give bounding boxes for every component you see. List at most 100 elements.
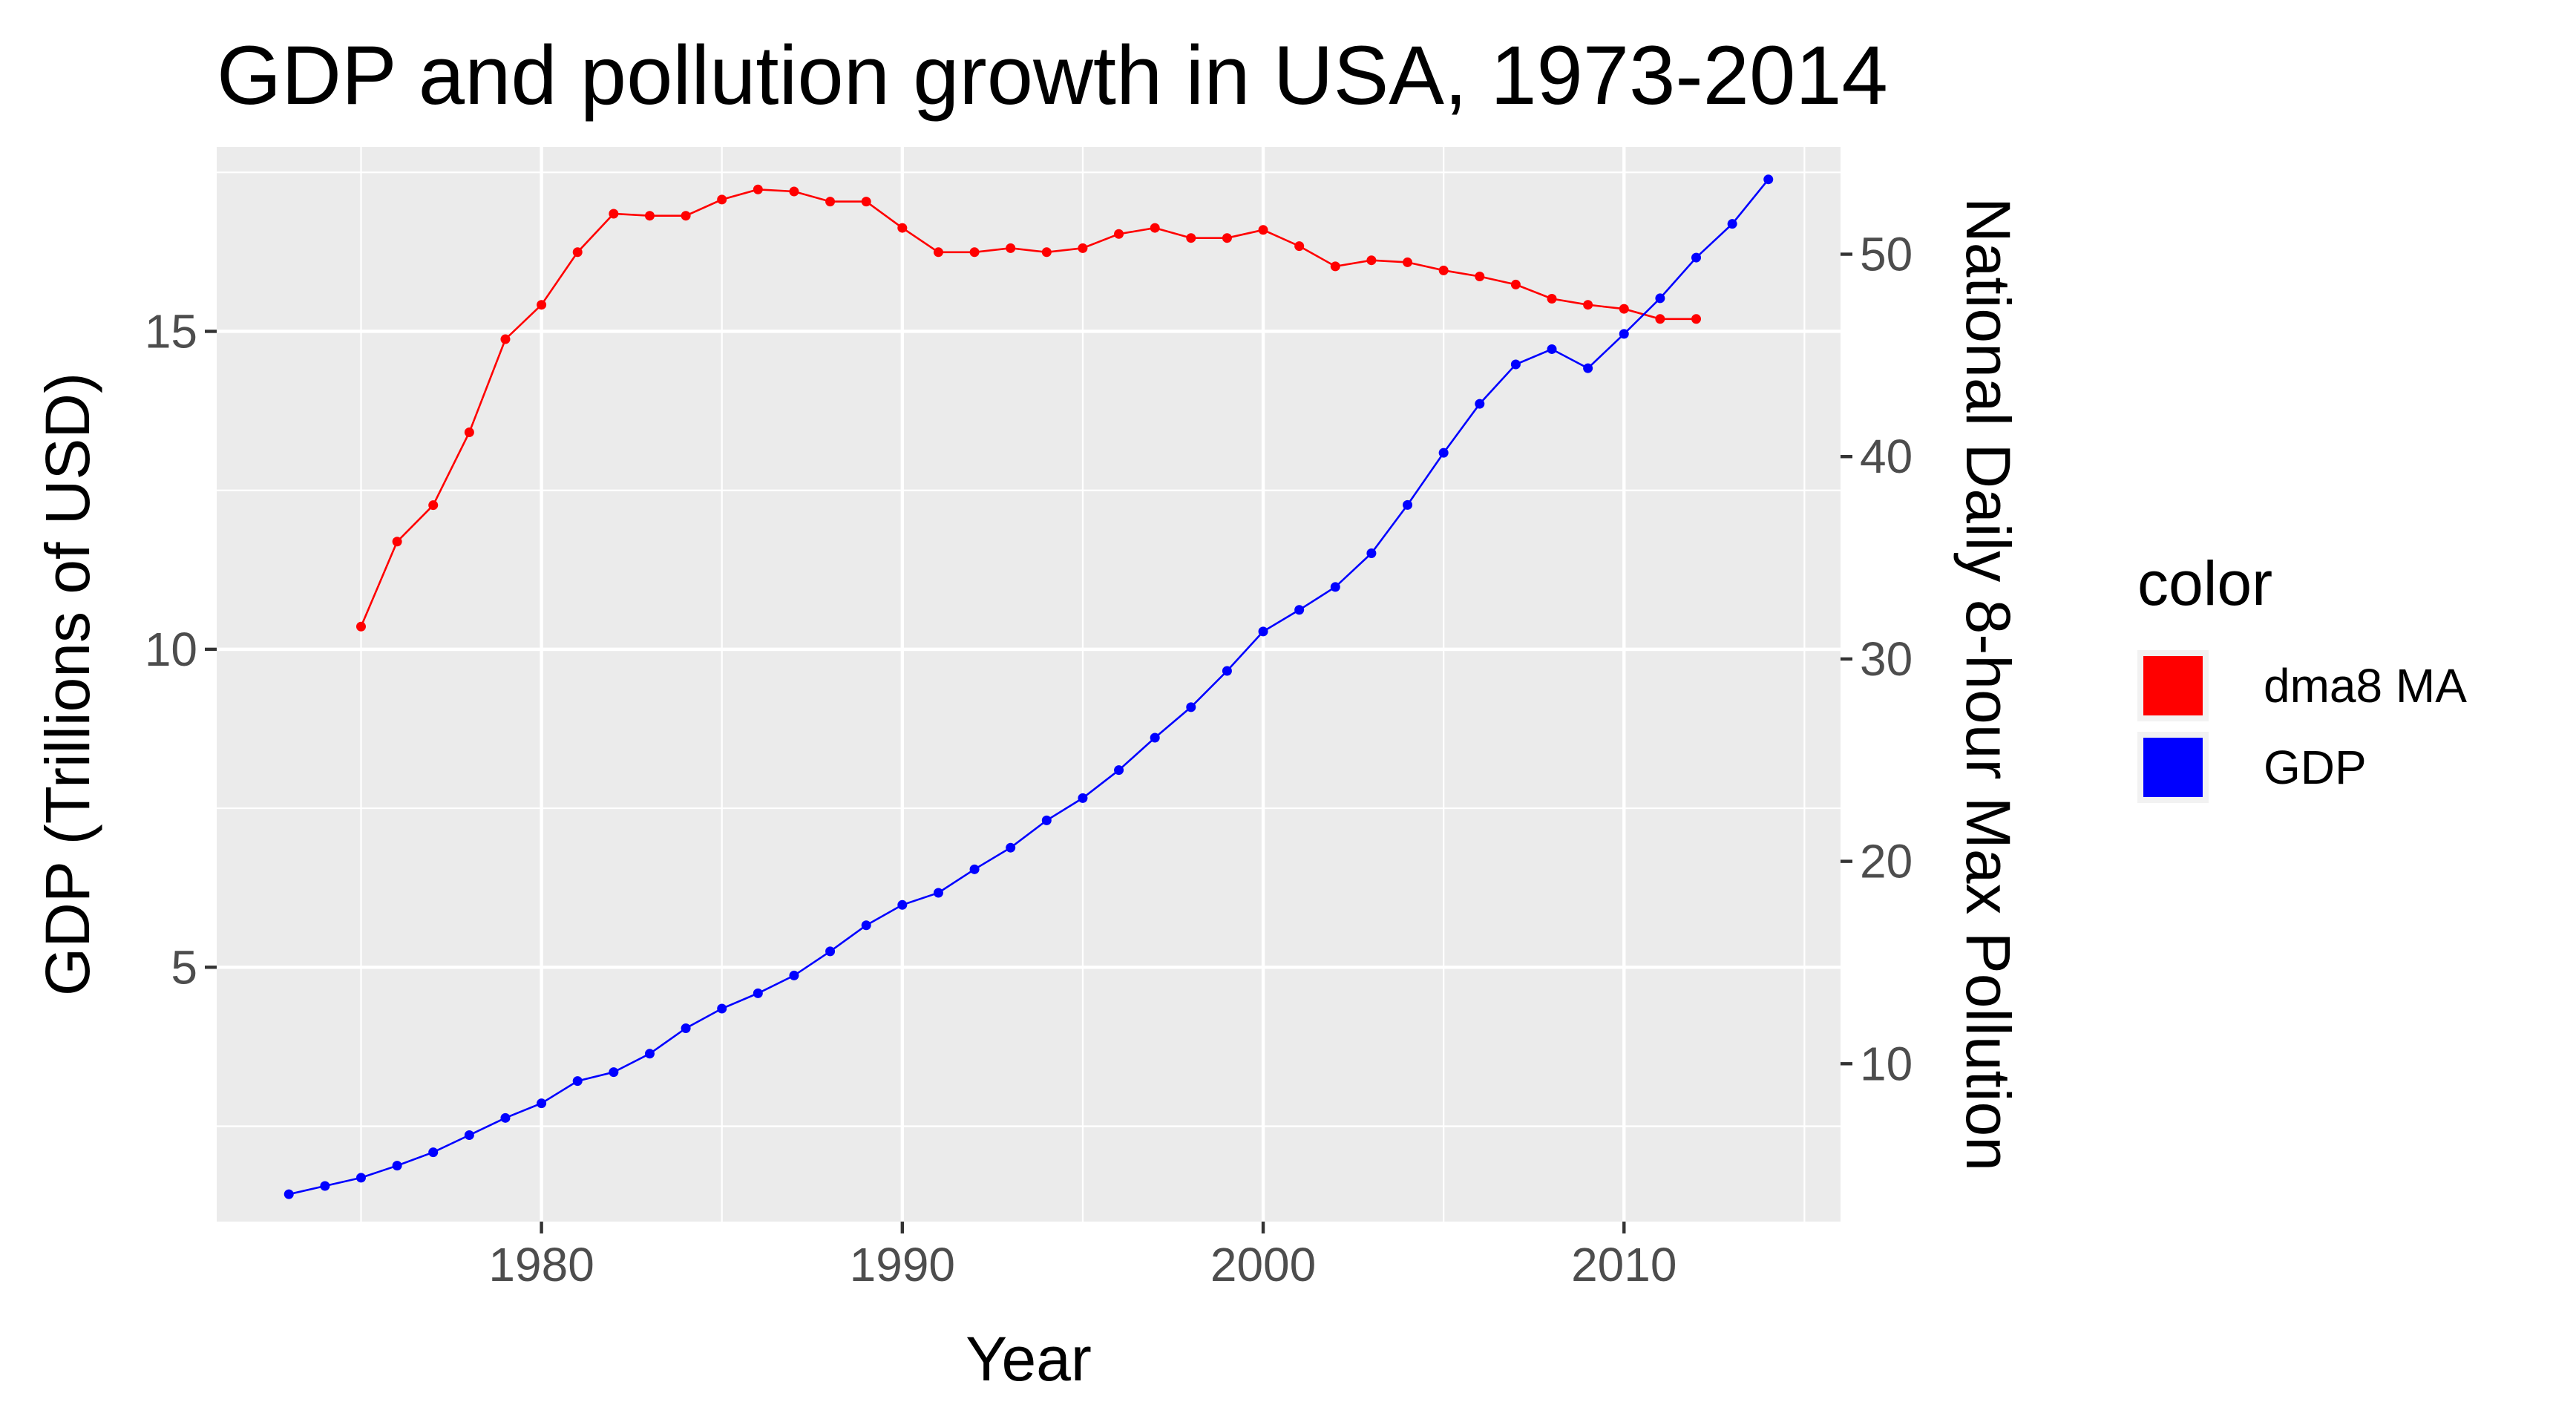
y-tick-label: 15 xyxy=(145,304,197,358)
data-point-dma8-ma xyxy=(428,500,439,511)
y2-tick-label: 20 xyxy=(1860,835,1913,888)
data-point-gdp xyxy=(320,1181,330,1191)
data-point-dma8-ma xyxy=(500,334,511,344)
data-point-dma8-ma xyxy=(1438,265,1449,275)
data-point-dma8-ma xyxy=(825,197,836,207)
y2-tick-label: 40 xyxy=(1860,430,1913,483)
data-point-gdp xyxy=(1294,605,1305,615)
x-tick-label: 1990 xyxy=(850,1238,955,1291)
data-point-gdp xyxy=(355,1173,366,1183)
data-point-dma8-ma xyxy=(753,184,763,194)
data-point-dma8-ma xyxy=(355,621,366,632)
data-point-gdp xyxy=(284,1189,294,1199)
data-point-dma8-ma xyxy=(1366,255,1377,266)
data-point-dma8-ma xyxy=(1186,233,1196,243)
data-point-dma8-ma xyxy=(644,211,655,221)
series-line-gdp xyxy=(288,178,1769,1196)
data-point-dma8-ma xyxy=(789,186,799,197)
data-point-gdp xyxy=(1691,252,1702,263)
data-point-dma8-ma xyxy=(1403,257,1413,267)
data-point-dma8-ma xyxy=(1294,241,1305,252)
x-tick-label: 1980 xyxy=(488,1238,594,1291)
data-point-dma8-ma xyxy=(717,194,727,205)
data-point-dma8-ma xyxy=(861,197,871,207)
data-point-gdp xyxy=(897,899,908,910)
y-tick-label: 10 xyxy=(145,623,197,676)
data-point-dma8-ma xyxy=(1691,314,1702,324)
data-point-dma8-ma xyxy=(1619,304,1629,314)
data-point-dma8-ma xyxy=(1475,272,1485,282)
data-point-gdp xyxy=(428,1147,439,1158)
chart-title: GDP and pollution growth in USA, 1973-20… xyxy=(217,29,1888,122)
data-point-gdp xyxy=(933,888,943,898)
y2-tick-label: 50 xyxy=(1860,228,1913,281)
x-axis: 1980 1990 2000 2010 xyxy=(488,1222,1677,1291)
series-line-dma8-ma xyxy=(360,188,1697,627)
data-point-dma8-ma xyxy=(392,537,402,547)
data-point-gdp xyxy=(1366,548,1377,558)
data-point-gdp xyxy=(1438,448,1449,458)
data-point-dma8-ma xyxy=(1078,243,1088,253)
data-point-gdp xyxy=(753,988,763,998)
x-tick-label: 2010 xyxy=(1571,1238,1677,1291)
data-point-gdp xyxy=(392,1161,402,1171)
legend: color dma8 MA GDP xyxy=(2137,548,2467,803)
data-point-gdp xyxy=(1547,344,1557,354)
data-point-dma8-ma xyxy=(1041,247,1052,258)
y2-tick-label: 30 xyxy=(1860,632,1913,686)
plot-panel xyxy=(217,147,1841,1222)
data-point-gdp xyxy=(1114,765,1124,776)
data-point-gdp xyxy=(681,1023,691,1034)
data-point-gdp xyxy=(1222,666,1232,676)
y-axis-left: 5 10 15 xyxy=(145,304,217,994)
data-point-dma8-ma xyxy=(1114,229,1124,239)
data-point-gdp xyxy=(1258,626,1268,637)
legend-label-dma8-ma: dma8 MA xyxy=(2264,659,2467,712)
data-point-gdp xyxy=(1510,359,1521,370)
data-point-gdp xyxy=(1727,219,1737,229)
data-point-gdp xyxy=(1186,702,1196,712)
y2-tick-label: 10 xyxy=(1860,1037,1913,1090)
data-point-dma8-ma xyxy=(537,300,547,310)
legend-title: color xyxy=(2137,548,2272,618)
data-point-dma8-ma xyxy=(681,211,691,221)
data-point-gdp xyxy=(609,1067,619,1078)
data-point-dma8-ma xyxy=(1655,314,1665,324)
data-point-dma8-ma xyxy=(1330,261,1340,272)
data-point-dma8-ma xyxy=(1547,294,1557,304)
series-layer xyxy=(284,174,1774,1199)
data-point-gdp xyxy=(825,946,836,957)
data-point-dma8-ma xyxy=(1222,233,1232,243)
data-point-dma8-ma xyxy=(572,247,583,258)
data-point-gdp xyxy=(861,920,871,931)
data-point-dma8-ma xyxy=(1150,223,1160,233)
data-point-dma8-ma xyxy=(1006,243,1016,253)
x-tick-label: 2000 xyxy=(1210,1238,1316,1291)
data-point-gdp xyxy=(464,1130,474,1140)
data-point-dma8-ma xyxy=(609,209,619,219)
grid-major xyxy=(217,147,1841,1222)
data-point-gdp xyxy=(1403,499,1413,510)
data-point-dma8-ma xyxy=(1510,279,1521,289)
data-point-gdp xyxy=(1150,733,1160,743)
data-point-gdp xyxy=(969,864,980,874)
y-axis-right: 10 20 30 40 50 xyxy=(1841,228,1913,1090)
y-axis-title: GDP (Trillions of USD) xyxy=(33,373,102,996)
y2-axis-title: National Daily 8-hour Max Pollution xyxy=(1953,197,2023,1171)
legend-swatch-dma8-ma xyxy=(2143,656,2203,715)
legend-label-gdp: GDP xyxy=(2264,741,2367,794)
data-point-gdp xyxy=(1078,793,1088,803)
legend-swatch-gdp xyxy=(2143,738,2203,797)
data-point-dma8-ma xyxy=(1583,300,1593,310)
data-point-gdp xyxy=(500,1112,511,1123)
x-axis-title: Year xyxy=(966,1324,1092,1394)
data-point-dma8-ma xyxy=(1258,225,1268,235)
data-point-dma8-ma xyxy=(464,427,474,437)
data-point-dma8-ma xyxy=(897,223,908,233)
data-point-dma8-ma xyxy=(969,247,980,258)
data-point-gdp xyxy=(572,1076,583,1087)
data-point-gdp xyxy=(1041,815,1052,825)
data-point-gdp xyxy=(1763,174,1774,185)
data-point-gdp xyxy=(789,970,799,980)
